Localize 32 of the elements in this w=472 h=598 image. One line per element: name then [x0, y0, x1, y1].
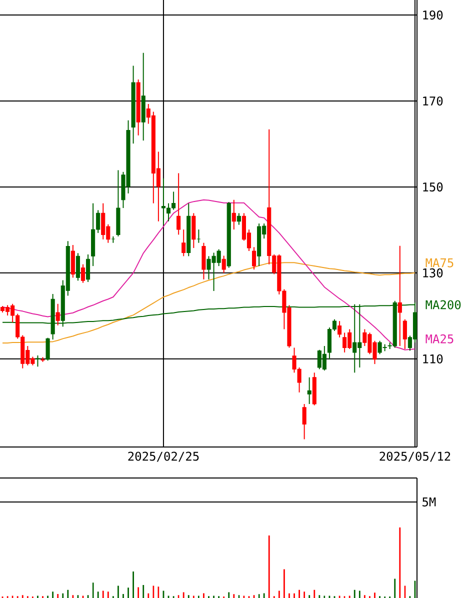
candlestick: [46, 337, 50, 362]
candlestick: [76, 252, 80, 282]
y-tick-label: 170: [423, 96, 443, 106]
candlestick: [402, 318, 407, 350]
series-label: MA25: [426, 334, 454, 344]
candlestick: [80, 264, 86, 284]
candlestick: [176, 172, 181, 236]
candlestick: [56, 303, 60, 326]
y-tick-label: 190: [423, 10, 443, 20]
candlestick: [196, 229, 201, 244]
x-tick-label: 2025/05/12: [380, 452, 450, 462]
candlestick: [36, 354, 40, 368]
candlestick: [182, 229, 186, 257]
y-tick-label: 150: [423, 182, 443, 192]
candlestick: [302, 404, 306, 440]
candlestick: [232, 199, 236, 230]
series-label: MA200: [426, 300, 461, 310]
candlestick: [86, 254, 90, 282]
y-tick-label: 110: [423, 354, 443, 364]
candlestick: [70, 244, 75, 278]
candlestick: [192, 212, 196, 248]
candlestick: [252, 246, 256, 270]
y-tick-label: 130: [423, 268, 443, 278]
series-label: MA75: [426, 258, 454, 268]
candlestick: [202, 242, 206, 280]
candlestick: [307, 376, 312, 405]
candlestick: [398, 245, 402, 346]
candlestick: [338, 320, 342, 338]
x-tick-label: 2025/02/25: [128, 452, 199, 462]
candlestick: [222, 255, 226, 274]
y-tick-label: 5M: [422, 498, 436, 506]
candlestick: [236, 212, 241, 226]
